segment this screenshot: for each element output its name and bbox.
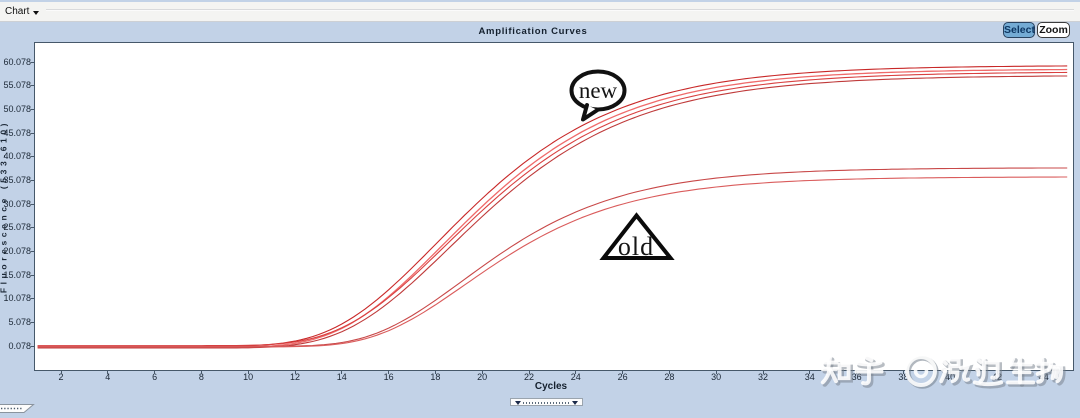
svg-text:old: old: [618, 232, 654, 261]
svg-text:new: new: [579, 78, 618, 103]
